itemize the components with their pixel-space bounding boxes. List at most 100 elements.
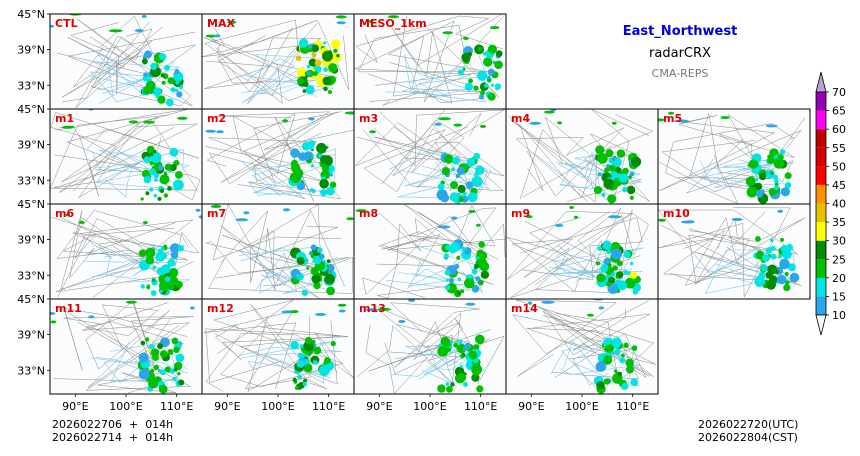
- panel-m10: m10: [657, 203, 811, 300]
- echo-cell: [487, 68, 495, 76]
- province-boundary: [519, 123, 598, 203]
- echo-cell: [446, 385, 453, 393]
- echo-cell: [296, 77, 304, 85]
- echo-cell: [477, 279, 484, 286]
- echo-cell: [138, 249, 147, 257]
- echo-cell: [295, 55, 302, 61]
- echo-cell: [149, 168, 156, 176]
- panel-label: m1: [55, 112, 74, 125]
- echo-cell: [444, 154, 454, 164]
- echo-cell: [306, 266, 310, 270]
- echo-cell: [600, 264, 608, 273]
- echo-cell: [161, 80, 166, 85]
- echo-cell: [308, 48, 313, 53]
- echo-cell: [461, 246, 467, 252]
- echo-cell: [777, 209, 784, 213]
- echo-cell: [164, 163, 172, 171]
- province-boundary: [659, 120, 802, 194]
- colorbar-tick-label: 40: [832, 198, 846, 211]
- echo-cell: [336, 21, 346, 25]
- echo-cell: [308, 140, 316, 148]
- echo-cell: [319, 179, 329, 189]
- province-boundary: [356, 126, 505, 197]
- echo-cell: [770, 171, 774, 175]
- echo-cell: [607, 263, 612, 268]
- echo-cell: [316, 142, 327, 154]
- echo-cell: [445, 278, 449, 282]
- echo-cell: [140, 284, 145, 289]
- echo-cell: [163, 244, 167, 249]
- echo-cell: [453, 342, 459, 348]
- echo-cell: [760, 264, 768, 272]
- echo-cell: [302, 89, 307, 93]
- echo-cell: [304, 359, 310, 365]
- echo-cell: [143, 156, 151, 164]
- echo-cell: [602, 355, 613, 365]
- colorbar-tick-label: 70: [832, 86, 846, 99]
- echo-cell: [306, 71, 311, 76]
- panel-MAX: MAX: [201, 13, 355, 110]
- echo-cell: [471, 268, 478, 275]
- river-line: [385, 54, 470, 99]
- echo-cell: [282, 119, 288, 123]
- echo-cell: [748, 159, 759, 169]
- province-boundary: [381, 223, 506, 290]
- echo-cell: [487, 92, 496, 101]
- echo-cell: [320, 189, 328, 197]
- province-boundary: [362, 211, 491, 298]
- echo-cell: [658, 218, 666, 222]
- echo-cell: [473, 152, 481, 160]
- echo-cell: [479, 251, 488, 260]
- echo-cell: [243, 211, 250, 215]
- echo-cell: [323, 41, 327, 45]
- chart-subtitle: radarCRX: [649, 46, 711, 61]
- echo-cell: [172, 376, 177, 381]
- echo-cell: [158, 384, 168, 394]
- echo-cell: [50, 320, 57, 324]
- echo-cell: [368, 20, 374, 23]
- echo-cell: [296, 181, 306, 191]
- echo-cell: [762, 254, 770, 262]
- echo-cell: [596, 273, 606, 283]
- echo-cell: [784, 181, 792, 189]
- echo-cell: [462, 67, 466, 71]
- colorbar-tick-label: 50: [832, 160, 846, 173]
- echo-cell: [310, 253, 315, 259]
- panel-m13: m13: [353, 298, 507, 395]
- echo-cell: [720, 116, 730, 120]
- province-boundary: [85, 304, 184, 349]
- river-line: [557, 152, 601, 190]
- echo-cell: [176, 91, 183, 98]
- province-boundary: [63, 302, 194, 394]
- echo-cell: [173, 367, 178, 372]
- river-line: [242, 58, 305, 104]
- colorbar-segment: [816, 129, 826, 148]
- panel-CTL: CTL: [49, 13, 203, 110]
- colorbar-tick-label: 35: [832, 216, 846, 229]
- echo-cell: [198, 215, 202, 219]
- echo-cell: [173, 179, 184, 191]
- lat-tick-label: 45°N: [17, 198, 45, 211]
- echo-cell: [314, 59, 322, 67]
- echo-cell: [613, 348, 621, 356]
- echo-cell: [632, 289, 638, 295]
- echo-cell: [490, 83, 495, 87]
- river-line: [700, 159, 776, 184]
- echo-cell: [765, 247, 773, 254]
- echo-cell: [167, 186, 172, 191]
- echo-cell: [607, 194, 617, 204]
- lat-tick-label: 39°N: [17, 234, 45, 247]
- echo-cell: [437, 225, 451, 229]
- echo-cell: [329, 181, 337, 188]
- colorbar-tick-label: 30: [832, 235, 846, 248]
- echo-cell: [303, 154, 310, 161]
- map-layer: [658, 207, 806, 298]
- echo-cell: [153, 173, 159, 179]
- echo-cell: [608, 215, 622, 219]
- echo-cell: [475, 165, 485, 175]
- echo-cell: [626, 185, 636, 195]
- colorbar-segment: [816, 92, 826, 111]
- colorbar-tick-label: 10: [832, 309, 846, 322]
- echo-cell: [205, 34, 217, 38]
- river-line: [93, 149, 174, 184]
